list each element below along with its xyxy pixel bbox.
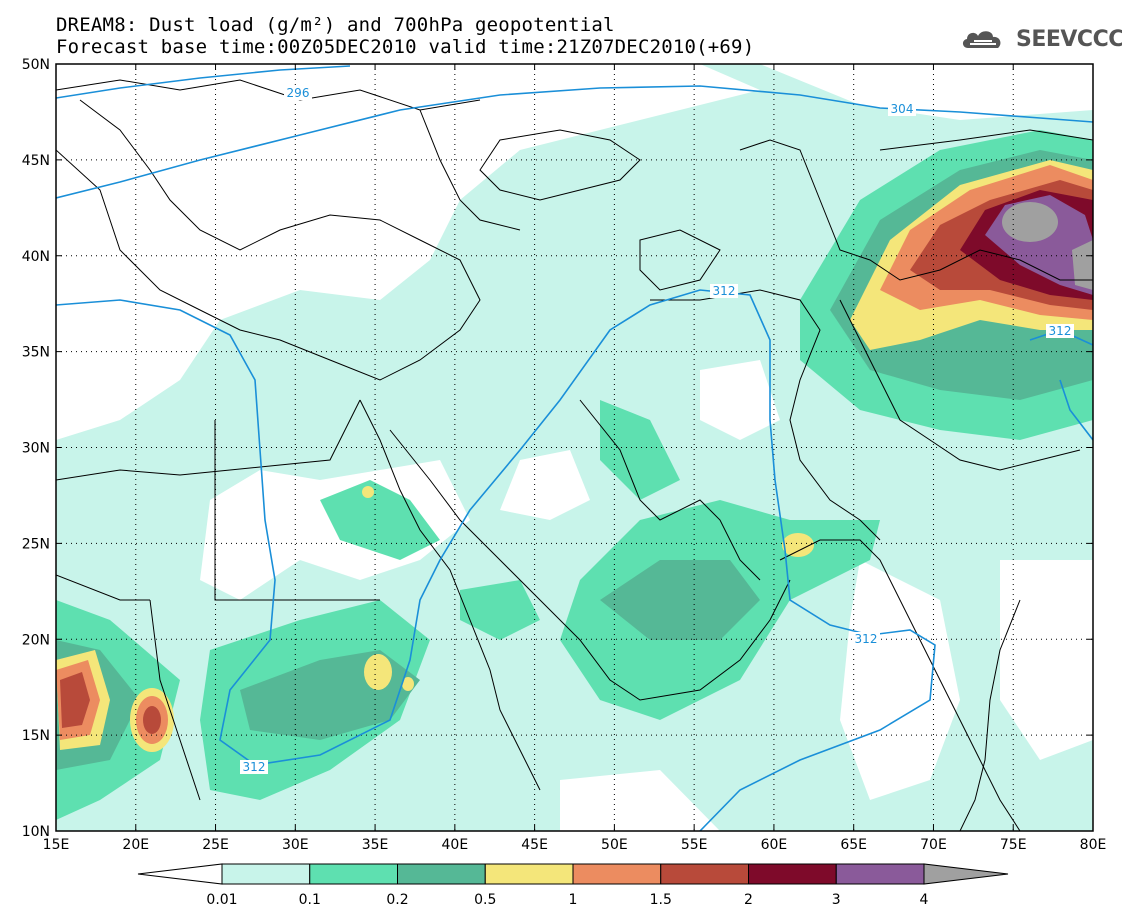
dust-field xyxy=(56,64,1093,831)
colorbar-high-arrow xyxy=(923,863,1009,885)
lat-tick-label: 50N xyxy=(22,57,50,73)
lon-tick-label: 80E xyxy=(1080,837,1107,853)
lon-tick-label: 75E xyxy=(1000,837,1027,853)
lon-tick-label: 50E xyxy=(601,837,628,853)
lon-tick-label: 30E xyxy=(282,837,309,853)
geopotential-contours xyxy=(56,65,1093,831)
lon-tick-label: 65E xyxy=(840,837,867,853)
lon-tick-label: 15E xyxy=(43,837,70,853)
lat-tick-label: 15N xyxy=(22,728,50,744)
colorbar-label: 2 xyxy=(744,892,753,908)
colorbar-label: 4 xyxy=(920,892,929,908)
contour-label-312-south: 312 xyxy=(855,632,878,646)
lon-tick-label: 70E xyxy=(920,837,947,853)
contour-label-304: 304 xyxy=(891,102,914,116)
lat-tick-label: 20N xyxy=(22,632,50,648)
colorbar-label: 0.2 xyxy=(386,892,408,908)
logo-text: SEEVCCC xyxy=(1016,26,1122,52)
contour-label-312-north: 312 xyxy=(713,284,736,298)
colorbar-swatch xyxy=(748,863,837,885)
contour-label-312-east: 312 xyxy=(1049,324,1072,338)
coastlines xyxy=(56,79,1093,831)
colorbar-swatch xyxy=(221,863,311,885)
colorbar-label: 0.5 xyxy=(474,892,496,908)
colorbar-swatch xyxy=(572,863,662,885)
lat-tick-label: 35N xyxy=(22,345,50,361)
cloud-icon xyxy=(962,31,1001,48)
colorbar-swatch xyxy=(309,863,398,885)
colorbar: 0.01 0.1 0.2 0.5 1 1.5 2 3 4 xyxy=(137,863,1009,908)
lat-tick-label: 45N xyxy=(22,153,50,169)
lon-tick-label: 25E xyxy=(202,837,229,853)
colorbar-label: 1 xyxy=(569,892,578,908)
lat-tick-label: 25N xyxy=(22,536,50,552)
colorbar-swatch xyxy=(484,863,574,885)
contour-label-312-west: 312 xyxy=(243,760,266,774)
axis-ticks: 15E 20E 25E 30E 35E 40E 45E 50E 55E 60E 65E 70E 75E 8… xyxy=(22,57,1107,853)
lat-tick-label: 30N xyxy=(22,441,50,457)
contour-labels: 296 304 312 312 312 312 xyxy=(240,86,1074,774)
lon-tick-label: 20E xyxy=(122,837,149,853)
colorbar-label: 0.1 xyxy=(299,892,321,908)
lon-tick-label: 35E xyxy=(362,837,389,853)
colorbar-swatch xyxy=(835,863,925,885)
title-line-2: Forecast base time:00Z05DEC2010 valid ti… xyxy=(56,36,755,58)
lon-tick-label: 60E xyxy=(761,837,788,853)
lon-tick-label: 40E xyxy=(442,837,469,853)
lat-tick-label: 40N xyxy=(22,249,50,265)
lon-tick-label: 55E xyxy=(681,837,708,853)
lat-tick-label: 10N xyxy=(22,824,50,840)
colorbar-label: 0.01 xyxy=(206,892,237,908)
colorbar-low-arrow xyxy=(137,863,223,885)
seevccc-logo: SEEVCCC xyxy=(960,26,1122,52)
colorbar-swatch xyxy=(660,863,749,885)
colorbar-label: 3 xyxy=(832,892,841,908)
title-line-1: DREAM8: Dust load (g/m²) and 700hPa geop… xyxy=(56,14,615,36)
lon-tick-label: 45E xyxy=(521,837,548,853)
colorbar-swatch xyxy=(397,863,486,885)
contour-label-296: 296 xyxy=(287,86,310,100)
colorbar-label: 1.5 xyxy=(650,892,672,908)
